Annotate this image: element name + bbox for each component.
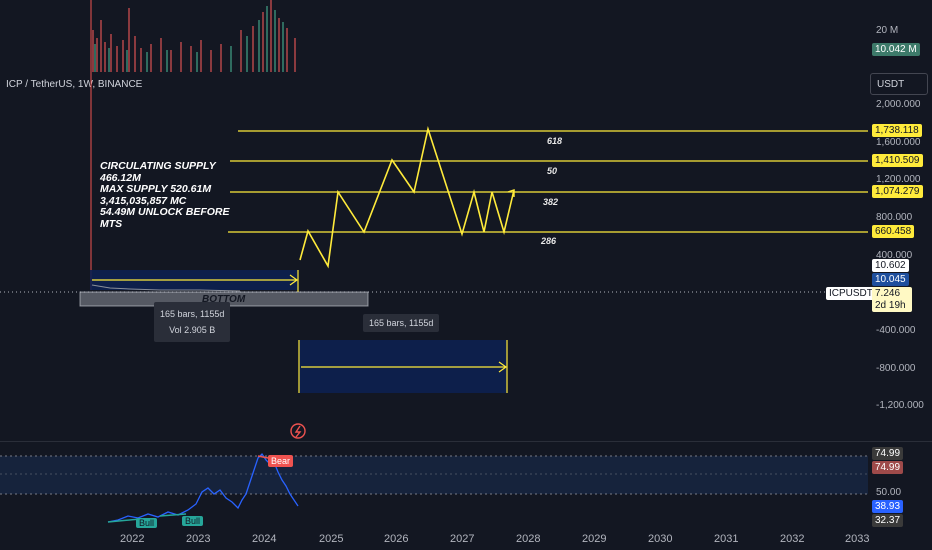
- pane-divider[interactable]: [0, 441, 932, 442]
- fib-ratio-286: 286: [541, 236, 557, 246]
- fib-ratio-618: 618: [547, 136, 563, 146]
- countdown-tag: 2d 19h: [875, 300, 906, 311]
- year-2030: 2030: [648, 533, 673, 545]
- high-price-tag: 10.602: [872, 259, 909, 272]
- lightning-icon: [290, 423, 306, 439]
- price-axis-1200: 1,200.000: [876, 174, 921, 185]
- year-2033: 2033: [845, 533, 870, 545]
- supply-note[interactable]: CIRCULATING SUPPLY 466.12M MAX SUPPLY 52…: [100, 160, 230, 230]
- year-2032: 2032: [780, 533, 805, 545]
- year-2026: 2026: [384, 533, 409, 545]
- fib-price-286: 660.458: [872, 225, 915, 238]
- year-2023: 2023: [186, 533, 211, 545]
- bottom-label: BOTTOM: [202, 294, 246, 305]
- bull-label-2: Bull: [182, 516, 204, 526]
- note-line-6: MTS: [100, 217, 123, 230]
- rsi-mid-level: 50.00: [876, 487, 902, 498]
- symbol-title[interactable]: ICP / TetherUS, 1W, BINANCE: [6, 79, 143, 90]
- range-tooltip-1: 165 bars, 1155d Vol 2.905 B: [154, 302, 231, 342]
- range-tooltip-1-vol: Vol 2.905 B: [169, 325, 216, 335]
- bull-divergence-2: [159, 513, 187, 517]
- bull-label-1: Bull: [136, 518, 158, 528]
- range-tooltip-2: 165 bars, 1155d: [363, 314, 440, 332]
- volume-axis-20m: 20 M: [876, 25, 899, 36]
- price-axis-neg400: -400.000: [876, 325, 916, 336]
- note-line-3: MAX SUPPLY 520.61M: [100, 183, 212, 195]
- rsi-top-level: 74.99: [872, 447, 904, 460]
- price-axis-2000: 2,000.000: [876, 99, 921, 110]
- rsi-bottom-level: 32.37: [872, 514, 904, 527]
- year-2029: 2029: [582, 533, 607, 545]
- rsi-pane[interactable]: [0, 442, 868, 530]
- note-line-4: 3,415,035,857 MC: [100, 194, 187, 207]
- fib-price-618: 1,738.118: [872, 124, 922, 137]
- currency-button[interactable]: USDT: [870, 73, 928, 95]
- fib-price-382: 1,074.279: [872, 185, 923, 198]
- year-2028: 2028: [516, 533, 541, 545]
- price-axis-neg1200: -1,200.000: [876, 400, 924, 411]
- price-axis-1600: 1,600.000: [876, 137, 921, 148]
- volume-bars: [92, 0, 296, 72]
- fib-price-50: 1,410.509: [872, 154, 923, 167]
- year-2025: 2025: [319, 533, 344, 545]
- year-2027: 2027: [450, 533, 475, 545]
- projection-arrowhead: [507, 189, 515, 197]
- bear-divergence: [257, 455, 269, 459]
- volume-current-tag: 10.042 M: [872, 43, 920, 56]
- projection-path: [299, 125, 515, 269]
- fib-ratio-50: 50: [547, 166, 558, 176]
- bear-label: Bear: [268, 455, 294, 467]
- year-2031: 2031: [714, 533, 739, 545]
- note-line-1: CIRCULATING SUPPLY: [100, 160, 216, 172]
- volume-pane: [0, 0, 868, 72]
- bull-divergence-1: [107, 518, 141, 523]
- low-price-tag: 7.246: [875, 288, 901, 299]
- currency-label: USDT: [877, 79, 905, 90]
- low-price-box: 7.246 2d 19h: [872, 287, 912, 312]
- year-2022: 2022: [120, 533, 145, 545]
- note-line-5: 54.49M UNLOCK BEFORE: [100, 206, 230, 218]
- main-chart[interactable]: [0, 0, 868, 440]
- fib-ratio-382: 382: [543, 197, 559, 207]
- rsi-top-level-2: 74.99: [872, 461, 904, 474]
- ticker-tag[interactable]: ICPUSDT: [826, 287, 876, 300]
- price-axis-400: 400.000: [876, 250, 913, 261]
- rsi-current: 38.93: [872, 500, 904, 513]
- rsi-line: [107, 452, 299, 523]
- note-line-2: 466.12M: [100, 171, 141, 184]
- range-tooltip-1-bars: 165 bars, 1155d: [160, 309, 225, 319]
- year-2024: 2024: [252, 533, 277, 545]
- price-axis-800: 800.000: [876, 212, 913, 223]
- price-axis-neg800: -800.000: [876, 363, 916, 374]
- last-price-tag: 10.045: [872, 273, 909, 286]
